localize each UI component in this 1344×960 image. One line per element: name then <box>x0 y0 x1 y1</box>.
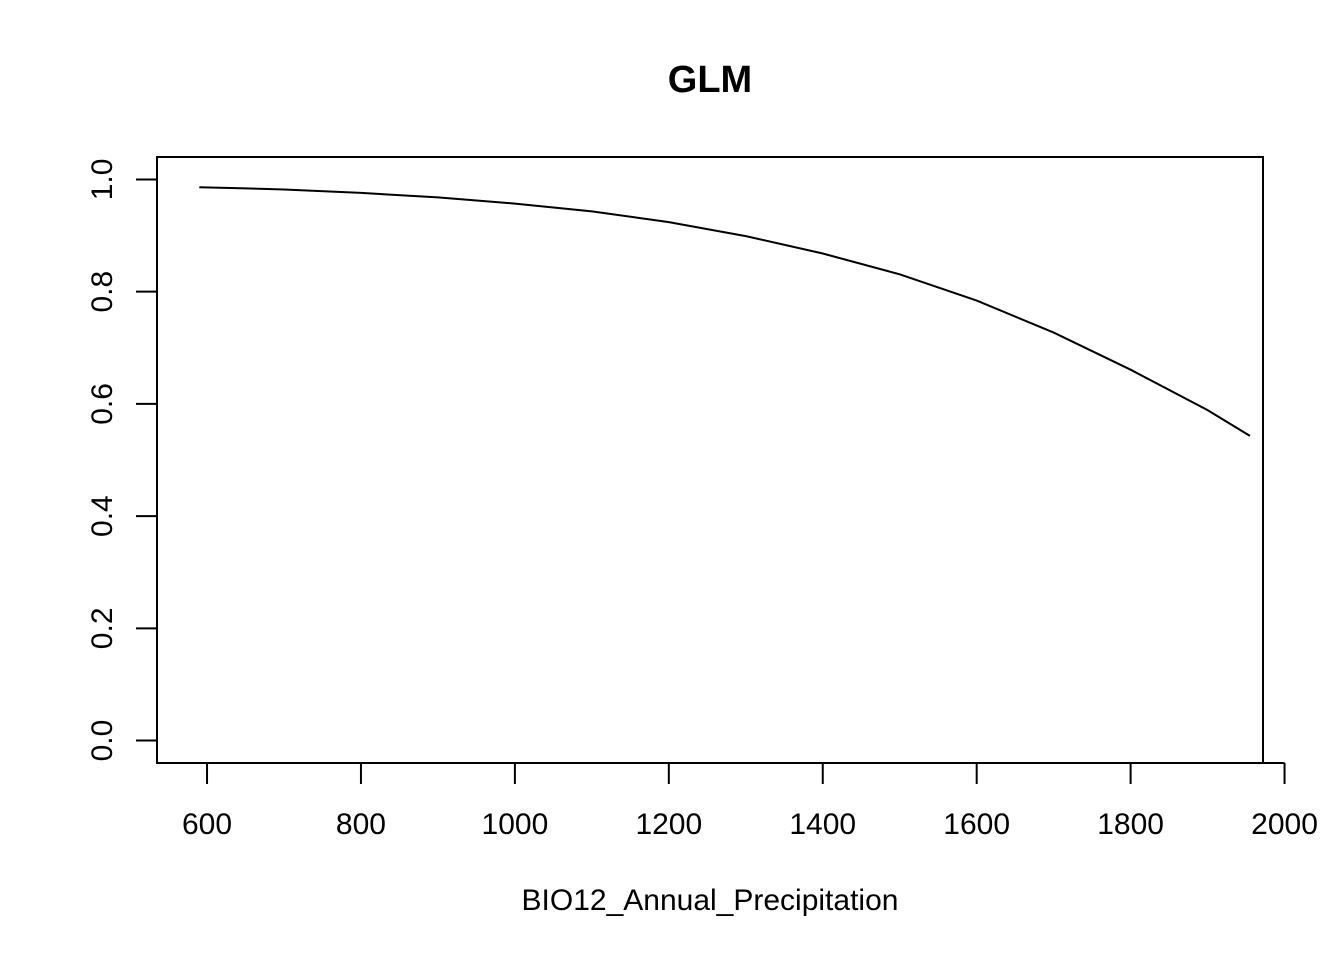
x-tick-label: 600 <box>182 808 232 841</box>
chart-title: GLM <box>668 59 752 101</box>
y-tick-label: 0.6 <box>86 383 119 425</box>
x-tick-label: 800 <box>336 808 386 841</box>
y-tick-label: 0.2 <box>86 607 119 649</box>
y-axis: 0.0 0.2 0.4 0.6 0.8 1.0 <box>86 159 158 762</box>
y-tick-label: 0.4 <box>86 495 119 537</box>
x-tick-label: 1400 <box>789 808 856 841</box>
x-tick-label: 1600 <box>943 808 1010 841</box>
x-tick-label: 1800 <box>1097 808 1164 841</box>
y-tick-label: 0.8 <box>86 271 119 313</box>
x-axis-label: BIO12_Annual_Precipitation <box>522 884 899 917</box>
x-tick-label: 2000 <box>1251 808 1318 841</box>
series-group <box>199 186 1251 437</box>
y-tick-label: 0.0 <box>86 720 119 762</box>
x-tick-label: 1200 <box>635 808 702 841</box>
x-axis: 600 800 1000 1200 1400 1600 1800 2000 <box>182 762 1318 841</box>
x-tick-label: 1000 <box>482 808 549 841</box>
series-line <box>199 186 1251 437</box>
y-tick-label: 1.0 <box>86 159 119 201</box>
plot-area-box <box>156 156 1264 764</box>
